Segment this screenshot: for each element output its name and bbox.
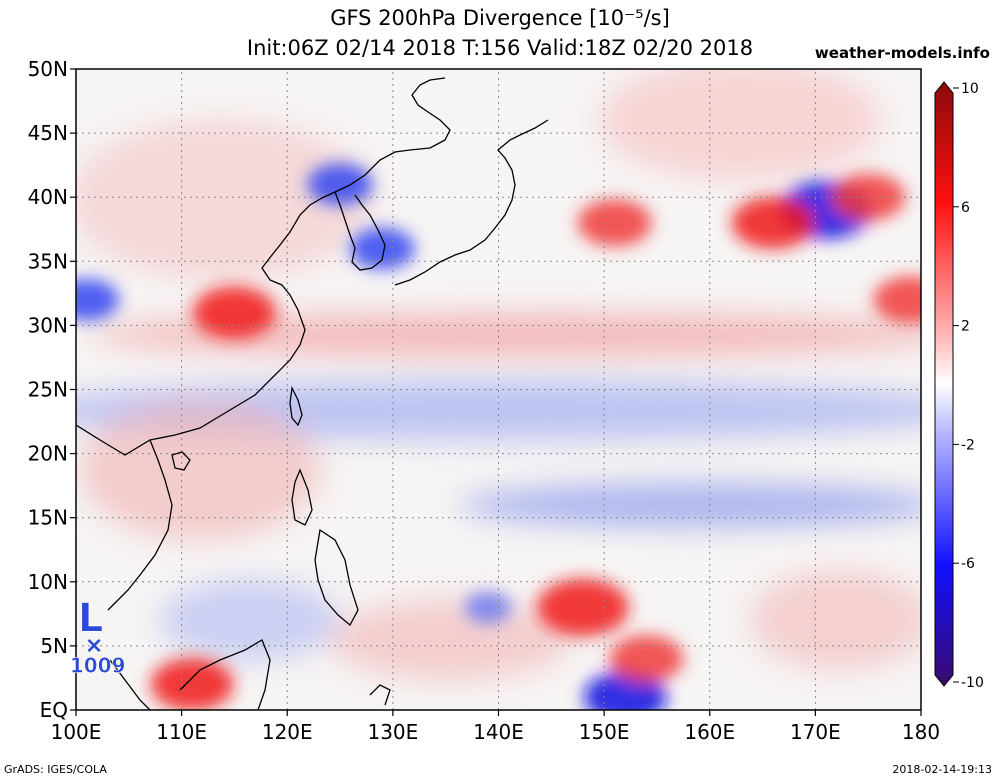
convergence-band	[160, 580, 340, 660]
lat-label: 45N	[28, 121, 68, 145]
low-letter: L	[78, 595, 104, 641]
graticule	[76, 69, 921, 710]
lon-label: 120E	[262, 720, 313, 744]
latitude-labels: EQ 5N 10N 15N 20N 25N 30N 35N 40N 45N 50N	[28, 57, 76, 722]
convergence-core	[349, 227, 415, 270]
field-cores	[76, 163, 921, 710]
convergence-core	[464, 591, 512, 624]
coast-papua	[369, 684, 391, 706]
colorbar-label: -10	[961, 675, 984, 691]
lon-label: 160E	[684, 720, 735, 744]
lon-label: 130E	[367, 720, 418, 744]
lat-label: EQ	[40, 698, 68, 722]
chart-title: GFS 200hPa Divergence [10⁻⁵/s]	[330, 6, 670, 30]
coastlines	[76, 77, 549, 710]
divergence-core	[609, 635, 684, 683]
colorbar-label: -2	[961, 437, 975, 453]
lat-label: 5N	[40, 634, 68, 658]
lon-label: 180	[902, 720, 940, 744]
lon-label: 170E	[790, 720, 841, 744]
coast-indochina	[107, 439, 173, 611]
divergence-core	[577, 199, 652, 247]
lon-label: 110E	[156, 720, 207, 744]
footer-credit: GrADS: IGES/COLA	[4, 763, 107, 776]
chart-subtitle: Init:06Z 02/14 2018 T:156 Valid:18Z 02/2…	[246, 36, 754, 60]
coast-hainan	[171, 451, 191, 471]
colorbar-scale	[934, 81, 954, 687]
lat-label: 10N	[28, 570, 68, 594]
coast-japan	[394, 119, 549, 286]
divergence-core	[150, 658, 234, 710]
footer-timestamp: 2018-02-14-19:13	[892, 763, 992, 776]
colorbar: 10 6 2 -2 -6 -10	[934, 81, 984, 691]
lat-label: 40N	[28, 185, 68, 209]
lat-label: 20N	[28, 442, 68, 466]
divergence-band	[750, 570, 921, 670]
divergence-core	[873, 276, 921, 324]
convergence-core	[307, 163, 373, 206]
divergence-band	[330, 600, 570, 680]
colorbar-label: -6	[961, 556, 975, 572]
divergence-core	[537, 578, 629, 637]
source-label: weather-models.info	[814, 44, 990, 62]
coast-philippines-luzon	[291, 468, 313, 526]
low-center-icon: ×	[85, 633, 103, 658]
longitude-labels: 100E 110E 120E 130E 140E 150E 160E 170E 180	[51, 710, 940, 744]
divergence-band	[600, 69, 880, 180]
coast-philippines-south	[314, 528, 359, 627]
convergence-core	[76, 278, 120, 321]
colorbar-label: 6	[961, 200, 970, 216]
divergence-core	[192, 286, 276, 339]
divergence-band	[76, 120, 370, 280]
divergence-band	[80, 400, 320, 540]
colorbar-label: 2	[961, 319, 970, 335]
coast-korea	[334, 191, 386, 271]
lat-label: 30N	[28, 313, 68, 337]
coast-borneo	[179, 639, 271, 710]
lat-label: 35N	[28, 249, 68, 273]
low-pressure-value: 1009	[70, 653, 126, 677]
lat-label: 50N	[28, 57, 68, 81]
lon-label: 100E	[51, 720, 102, 744]
coast-taiwan	[289, 385, 303, 427]
divergence-core	[731, 196, 815, 250]
lat-label: 15N	[28, 506, 68, 530]
convergence-band	[460, 483, 921, 527]
divergence-band	[90, 313, 921, 357]
colorbar-label: 10	[961, 81, 979, 97]
coast-sumatra	[109, 659, 151, 710]
colorbar-labels: 10 6 2 -2 -6 -10	[953, 81, 984, 691]
low-pressure-marker: L × 1009	[70, 595, 126, 678]
lat-label: 25N	[28, 378, 68, 402]
field-blobs	[76, 69, 921, 680]
field-layer	[76, 69, 921, 710]
coast-mainland	[76, 77, 451, 456]
lon-label: 150E	[579, 720, 630, 744]
lon-label: 140E	[473, 720, 524, 744]
